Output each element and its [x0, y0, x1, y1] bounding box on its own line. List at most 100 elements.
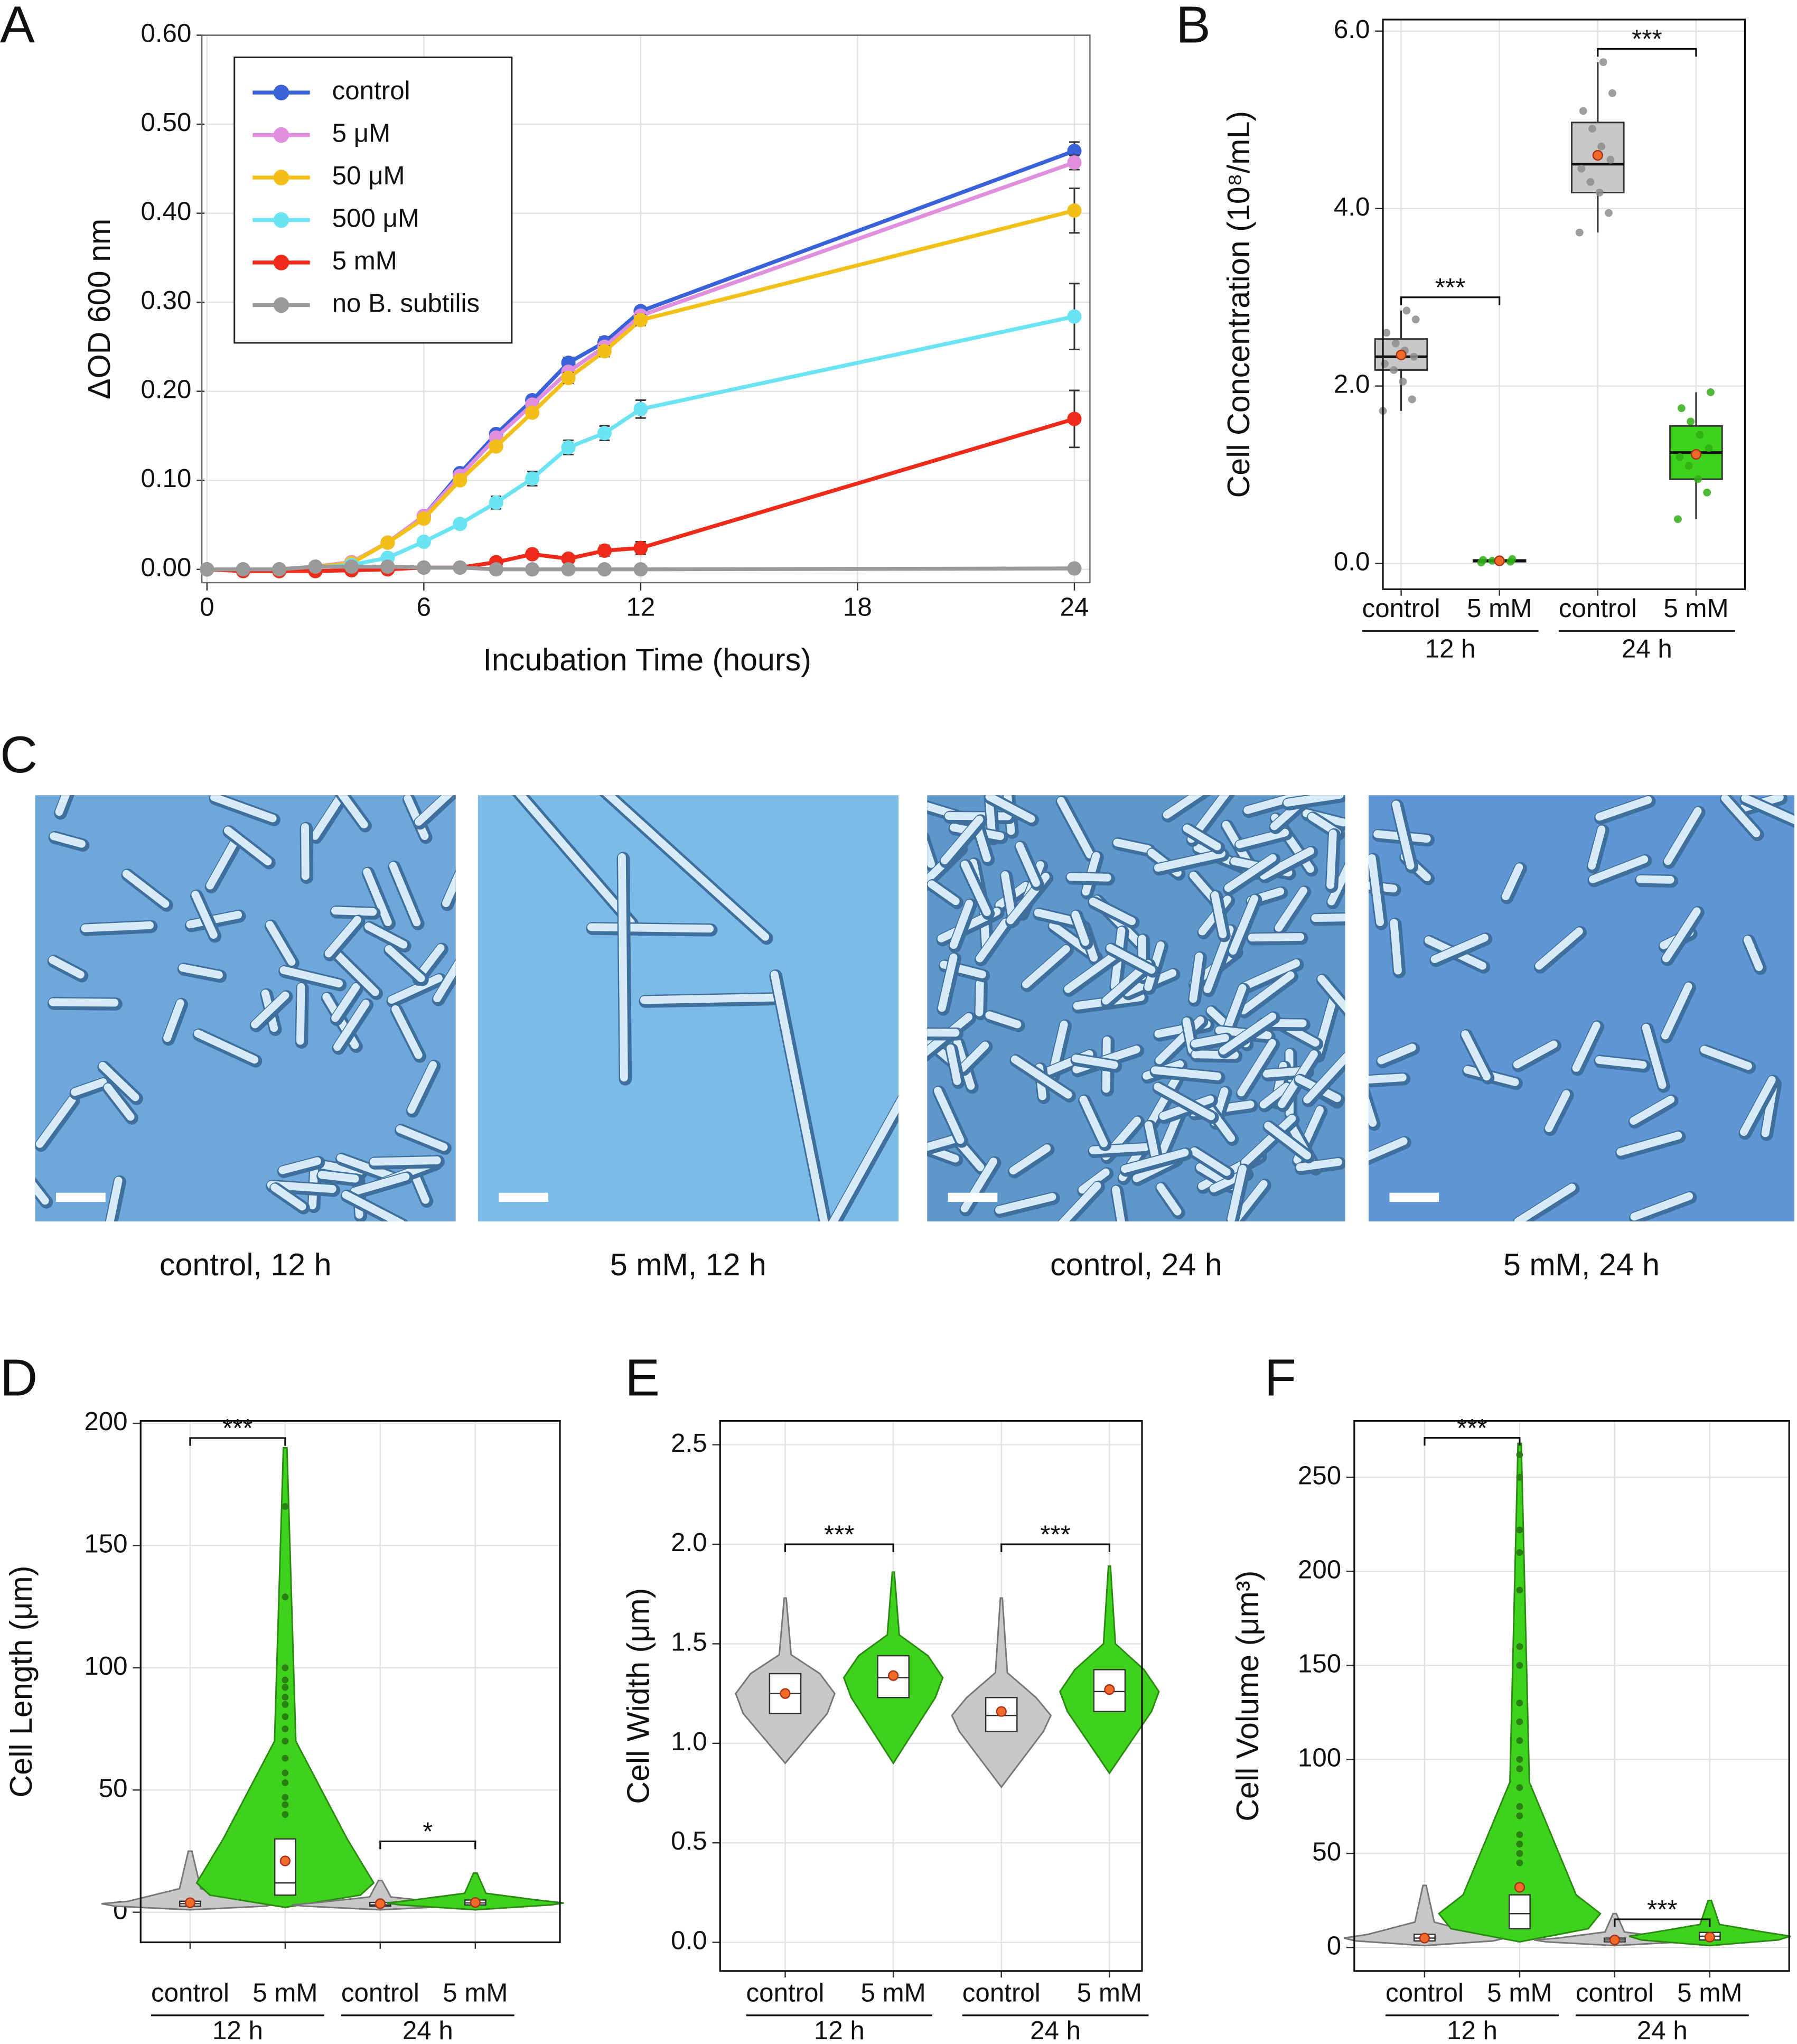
y-tick-label: 1.5 — [671, 1627, 707, 1656]
significance-bracket — [784, 1543, 894, 1552]
cell — [387, 974, 443, 1004]
marker — [1067, 309, 1082, 324]
marker — [1067, 203, 1082, 218]
mean — [780, 1688, 791, 1699]
group-label: 24 h — [403, 2016, 453, 2044]
panel-letter: E — [625, 1349, 660, 1407]
cell — [1392, 800, 1415, 870]
mean — [888, 1670, 899, 1681]
x-tick-label: 18 — [843, 592, 872, 621]
plot-frame — [201, 34, 1091, 584]
x-tick-label: control — [151, 1978, 229, 2007]
x-tick-label: 24 — [1060, 592, 1089, 621]
cell — [1236, 828, 1289, 848]
cell — [317, 1171, 359, 1183]
cell — [342, 1191, 405, 1222]
cell — [1616, 1131, 1682, 1156]
cell — [1146, 1075, 1180, 1128]
cell — [1191, 1034, 1229, 1048]
legend-marker — [273, 85, 289, 100]
cell — [1022, 945, 1070, 988]
mean — [1396, 349, 1407, 361]
legend-label: 500 μM — [332, 204, 419, 233]
significance-label: *** — [1632, 25, 1662, 54]
y-tick-label: 0.5 — [671, 1826, 707, 1855]
cell — [1303, 1052, 1345, 1104]
micrograph-caption: control, 12 h — [160, 1247, 332, 1282]
mean — [1494, 555, 1505, 566]
y-tick-label: 0.0 — [1334, 547, 1370, 576]
outlier — [282, 1794, 289, 1801]
legend-label: control — [332, 76, 410, 105]
data-point — [1381, 360, 1389, 368]
cell — [210, 795, 277, 823]
mean — [996, 1706, 1007, 1717]
cell — [1001, 871, 1016, 923]
cell — [49, 998, 119, 1007]
outlier — [1516, 1831, 1523, 1838]
significance-bracket — [1400, 296, 1501, 305]
micrograph — [1368, 795, 1795, 1222]
x-tick-label: 5 mM — [1487, 1978, 1552, 2007]
cell — [618, 853, 628, 1082]
cell — [433, 960, 456, 1003]
mean — [375, 1898, 386, 1909]
cell — [194, 1029, 258, 1064]
y-tick-label: 200 — [1298, 1555, 1341, 1584]
mean — [1104, 1684, 1115, 1695]
panel-letter: A — [0, 0, 35, 53]
cell — [1283, 795, 1344, 807]
cell — [770, 970, 828, 1222]
cell — [1368, 1097, 1377, 1127]
cell — [332, 949, 379, 996]
scale-bar — [1389, 1192, 1439, 1202]
outlier — [1516, 1549, 1523, 1556]
cell — [1227, 1164, 1247, 1222]
marker — [489, 495, 503, 510]
cell — [191, 891, 218, 939]
marker — [380, 535, 395, 550]
cell — [98, 1062, 139, 1102]
marker — [453, 473, 467, 488]
data-point — [1411, 315, 1420, 324]
cell — [296, 983, 305, 1045]
data-point — [1391, 339, 1400, 348]
data-point — [1597, 142, 1606, 151]
cell — [55, 795, 70, 816]
cell — [1150, 1066, 1222, 1080]
y-axis-label: Cell Volume (μm³) — [1230, 1571, 1265, 1822]
cell — [1259, 1082, 1290, 1109]
cell — [1368, 1137, 1408, 1161]
cell — [1219, 1012, 1277, 1055]
cell — [1743, 936, 1763, 971]
outlier — [1516, 1765, 1523, 1772]
marker — [236, 562, 250, 577]
marker — [597, 543, 612, 558]
cell — [976, 918, 1009, 963]
data-point — [1410, 352, 1418, 361]
y-tick-label: 50 — [99, 1774, 128, 1803]
cell — [1662, 907, 1701, 963]
group-label: 12 h — [1425, 634, 1476, 663]
cell — [1183, 824, 1221, 851]
cell — [1260, 847, 1314, 880]
outlier — [282, 1801, 289, 1808]
cell — [179, 964, 223, 979]
cell — [1239, 959, 1300, 991]
cell — [1248, 933, 1305, 942]
micrograph — [927, 795, 1345, 1222]
plot-area — [1354, 1421, 1790, 1971]
cell — [1642, 1023, 1667, 1089]
plot-frame — [1382, 18, 1746, 590]
outlier — [282, 1713, 289, 1720]
data-point — [1579, 107, 1587, 115]
y-tick-label: 0 — [113, 1896, 127, 1925]
x-tick-label: 5 mM — [1467, 594, 1532, 623]
data-point — [1676, 453, 1684, 461]
cell — [928, 880, 960, 906]
cell — [106, 1177, 123, 1222]
cell — [603, 795, 770, 941]
significance-label: *** — [1435, 273, 1466, 302]
outlier — [1516, 1756, 1523, 1763]
